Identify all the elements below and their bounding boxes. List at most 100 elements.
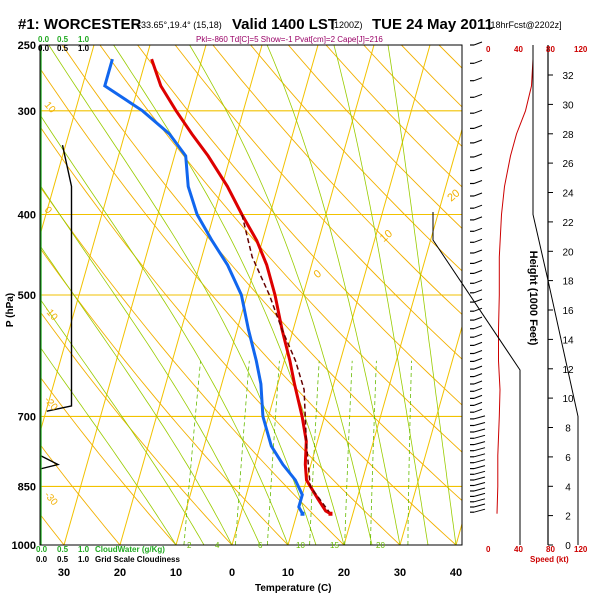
wind-barb-flag: [473, 238, 483, 243]
wind-barb-flag: [473, 408, 483, 413]
series-parcel: [241, 214, 332, 515]
cloud-black-b2: 1.0: [78, 555, 90, 564]
mixing-ratio-line: [407, 360, 412, 545]
wind-barb-flag: [473, 365, 483, 370]
series-dewpoint: [103, 58, 304, 515]
dry-adiabat: [40, 376, 177, 545]
x-axis-label: Temperature (C): [255, 583, 332, 594]
height-tick-label: 14: [562, 335, 574, 346]
wind-barb-flag: [473, 498, 486, 503]
moist-adiabat: [189, 45, 373, 545]
utc-time: (1200Z): [331, 20, 363, 30]
cloud-green-2: 1.0: [78, 35, 90, 44]
dry-adiabat: [174, 45, 462, 360]
moist-adiabat: [40, 244, 233, 545]
dew-surface-marker: [300, 511, 305, 516]
moist-adiabat: [40, 298, 205, 545]
right-axis-label: Height (1000 Feet): [527, 251, 539, 346]
series-temperature: [150, 58, 332, 516]
chart-coords: -33.65°,19.4° (15,18): [138, 20, 222, 30]
wind-barb-flag: [473, 508, 486, 513]
wind-barb-flag: [473, 227, 483, 232]
dry-adiabat: [40, 443, 121, 545]
moist-adiabat: [387, 45, 457, 545]
speed-bot-40: 40: [514, 545, 523, 554]
cloud-scale-bottom: 0.0 0.5 1.0 CloudWater (g/Kg) 0.0 0.5 1.…: [36, 545, 180, 564]
moist-adiabat: [48, 45, 317, 545]
cloud-green-0: 0.0: [38, 35, 50, 44]
wind-barb-flag: [473, 387, 483, 392]
wind-barb-flag: [473, 307, 483, 312]
isotherm-label: 0: [312, 268, 324, 281]
wind-barb-flag: [473, 447, 486, 452]
wind-barb-flag: [473, 41, 483, 46]
mixing-ratio-line: [235, 360, 250, 545]
wind-barb-flag: [473, 325, 483, 330]
chart-title: #1: WORCESTER: [18, 16, 142, 33]
moist-adiabat: [333, 45, 429, 545]
wind-barb-flag: [473, 373, 483, 378]
y-tick-label: 500: [18, 290, 36, 302]
mixing-ratio-label: 20: [376, 541, 385, 550]
speed-top-0: 0: [486, 45, 491, 54]
isotherm-line: [40, 45, 95, 237]
isotherm-line: [512, 45, 600, 545]
wind-barb-flag: [473, 216, 483, 221]
wind-barb-flag: [473, 415, 486, 420]
wind-barb-flag: [473, 259, 483, 264]
y-tick-label: 1000: [12, 540, 36, 552]
dry-adiabat-label: -30: [42, 490, 60, 508]
cloud-green-b0: 0.0: [36, 545, 48, 554]
isotherm-line: [63, 45, 207, 545]
speed-bot-120: 120: [574, 545, 588, 554]
cloud-black-1: 0.5: [57, 44, 69, 53]
mixing-ratio-label: 2: [187, 541, 192, 550]
wind-barb-flag: [473, 482, 486, 486]
cloud-profile-1: [39, 454, 60, 470]
wind-barb-flag: [473, 316, 483, 321]
wind-barb-flag: [473, 357, 483, 362]
mixing-ratio-label: 10: [296, 541, 305, 550]
wind-barb-flag: [473, 167, 483, 171]
isotherm-line: [568, 45, 600, 545]
isotherm-line: [175, 45, 319, 545]
wind-barb-flag: [473, 249, 483, 254]
mixing-ratio-line: [309, 360, 320, 545]
x-tick-label: 20: [338, 567, 350, 579]
wind-barb-flag: [473, 487, 486, 492]
dry-adiabat: [40, 67, 457, 545]
wind-barb-flag: [473, 476, 486, 481]
speed-top-80: 80: [546, 45, 555, 54]
wind-barb-flag: [473, 401, 483, 406]
speed-label: Speed (kt): [530, 555, 569, 564]
moist-adiabat: [113, 45, 345, 545]
x-tick-label: 20: [114, 567, 126, 579]
dry-adiabat: [250, 45, 462, 272]
x-tick-label: 30: [394, 567, 406, 579]
height-tick-label: 6: [565, 453, 571, 464]
wind-barb-flag: [473, 77, 483, 82]
y-tick-label: 850: [18, 481, 36, 493]
plot-frame: [39, 44, 463, 546]
speed-top-40: 40: [514, 45, 523, 54]
dry-adiabat: [40, 125, 401, 545]
wind-barb-flag: [473, 279, 483, 284]
mixing-ratio-line: [183, 360, 201, 545]
isotherm-line: [399, 324, 462, 545]
moist-adiabat: [40, 184, 261, 545]
wind-barb-flag: [473, 341, 483, 346]
wind-barb-flag: [473, 139, 483, 144]
speed-profile: [496, 59, 534, 514]
dry-adiabat: [212, 45, 462, 316]
wind-barb-flag: [473, 428, 486, 433]
dry-adiabat-label: -10: [42, 305, 60, 323]
dry-adiabat: [40, 310, 233, 545]
moist-adiabat: [266, 45, 401, 545]
wind-barb-flag: [473, 459, 486, 464]
speed-bot-0: 0: [486, 545, 491, 554]
dry-adiabat: [552, 45, 600, 545]
y-tick-label: 700: [18, 411, 36, 423]
isotherm-line: [455, 522, 462, 545]
height-tick-label: 20: [562, 247, 574, 258]
